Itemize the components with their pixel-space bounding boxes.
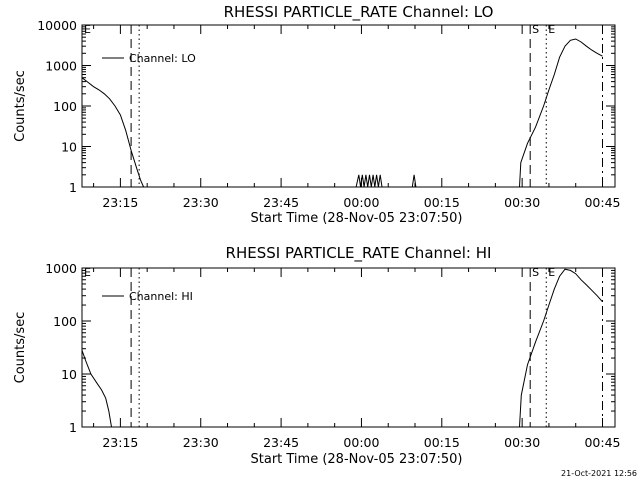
chart-title: RHESSI PARTICLE_RATE Channel: HI (226, 244, 492, 263)
x-tick-label: 00:15 (424, 195, 460, 210)
event-marker-label: E (548, 266, 555, 279)
y-tick-label: 100 (53, 99, 77, 114)
x-tick-label: 00:15 (424, 435, 460, 450)
event-marker-label: S (532, 23, 539, 36)
x-tick-label: 23:30 (183, 435, 219, 450)
x-tick-label: 23:30 (183, 195, 219, 210)
chart-panel-lo: RHESSI PARTICLE_RATE Channel: LO 23:15 23:… (13, 3, 621, 226)
y-tick-label: 10 (61, 367, 77, 382)
x-tick-label: 23:15 (102, 195, 138, 210)
x-axis-label: Start Time (28-Nov-05 23:07:50) (251, 211, 463, 226)
series-line (519, 38, 603, 188)
series-line (355, 174, 383, 188)
event-marker-label: S (532, 266, 539, 279)
x-tick-label: 00:45 (584, 435, 620, 450)
y-tick-label: 10 (61, 140, 77, 155)
x-axis-label: Start Time (28-Nov-05 23:07:50) (251, 452, 463, 467)
series-line (81, 350, 112, 428)
y-axis-label: Counts/sec (13, 312, 28, 384)
event-marker-label: E (84, 266, 91, 279)
x-tick-label: 00:00 (343, 195, 379, 210)
y-tick-label: 1000 (45, 59, 77, 74)
series-line (519, 268, 603, 428)
x-tick-label: 00:30 (504, 435, 540, 450)
plot-frame (81, 24, 616, 188)
y-axis-label: Counts/sec (13, 70, 28, 142)
x-tick-label: 23:15 (102, 435, 138, 450)
y-tick-label: 1 (69, 180, 77, 195)
x-tick-label: 00:00 (343, 435, 379, 450)
chart-title: RHESSI PARTICLE_RATE Channel: LO (224, 3, 494, 22)
event-marker-label: E (84, 23, 91, 36)
legend-label: Channel: HI (129, 290, 193, 303)
y-tick-label: 10000 (37, 18, 77, 33)
series-line (411, 174, 417, 188)
series-line (81, 77, 145, 188)
y-tick-label: 1000 (45, 261, 77, 276)
x-tick-label: 23:45 (263, 195, 299, 210)
x-tick-label: 23:45 (263, 435, 299, 450)
x-tick-label: 00:45 (584, 195, 620, 210)
event-marker-label: E (548, 23, 555, 36)
y-tick-label: 1 (69, 420, 77, 435)
timestamp-label: 21-Oct-2021 12:56 (561, 469, 637, 478)
chart-panel-hi: RHESSI PARTICLE_RATE Channel: HI 23:15 23:… (13, 244, 621, 467)
y-tick-label: 100 (53, 314, 77, 329)
legend-label: Channel: LO (129, 52, 196, 65)
x-tick-label: 00:30 (504, 195, 540, 210)
